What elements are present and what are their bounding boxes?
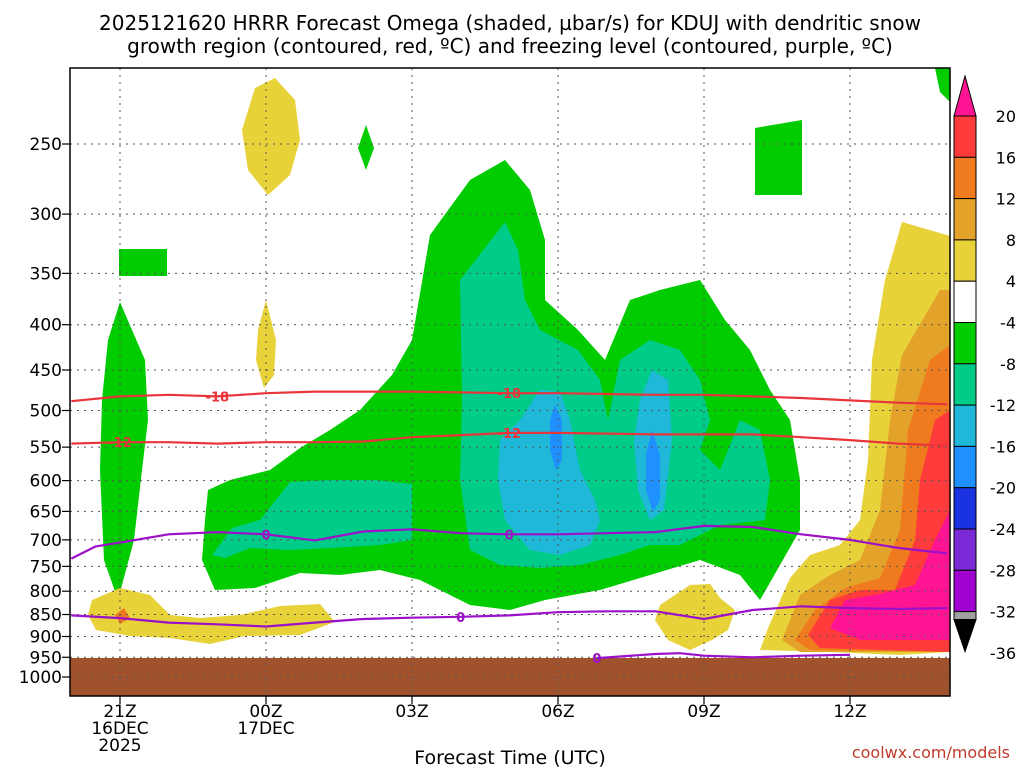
- y-tick-label: 350: [30, 264, 62, 284]
- colorbar-label: -16: [990, 437, 1016, 456]
- omega-fill-yellow-lowleft: [88, 588, 335, 644]
- contour-label: -18: [498, 387, 522, 402]
- contour-label: 0: [456, 611, 465, 626]
- colorbar-bin: [953, 569, 977, 613]
- colorbar-label: -28: [990, 561, 1016, 580]
- colorbar-bin: [953, 445, 977, 489]
- x-axis-title: Forecast Time (UTC): [414, 747, 605, 768]
- x-tick-label: 06Z: [541, 702, 574, 722]
- colorbar-bin: [953, 115, 977, 158]
- y-tick-label: 250: [30, 135, 62, 155]
- colorbar-bin: [953, 404, 977, 447]
- y-tick-label: 600: [30, 472, 62, 492]
- omega-fill-green-box-right: [755, 120, 802, 195]
- y-axis: 2503003504004505005506006507007508008509…: [19, 135, 70, 688]
- colorbar-bin: [953, 487, 977, 530]
- omega-fill-green-left: [100, 302, 148, 600]
- x-tick-label: 21Z: [103, 702, 136, 722]
- y-tick-label: 950: [30, 648, 62, 668]
- chart-title-line-2: growth region (contoured, red, ºC) and f…: [127, 34, 893, 58]
- omega-fill-green-corner: [935, 68, 950, 102]
- freezing-level-contour-upper: [70, 524, 948, 560]
- y-tick-label: 650: [30, 502, 62, 522]
- colorbar-label: 8: [1006, 231, 1016, 250]
- y-tick-label: 450: [30, 361, 62, 381]
- contour-label: -12: [108, 436, 132, 451]
- contours: -18 -18 -12 -12 0 0 0 0: [70, 387, 948, 667]
- ground-fill: [70, 658, 950, 696]
- colorbar-bin: [953, 198, 977, 241]
- colorbar-bin: [953, 156, 977, 200]
- omega-fill-blue-a: [550, 405, 562, 470]
- x-tick-label: 12Z: [833, 702, 866, 722]
- colorbar-top-arrow: [953, 74, 977, 117]
- chart-title-line-1: 2025121620 HRRR Forecast Omega (shaded, …: [99, 11, 921, 35]
- colorbar-bin: [953, 611, 977, 621]
- colorbar-label: 12: [996, 190, 1016, 209]
- colorbar-label: -32: [990, 603, 1016, 622]
- x-tick-label: 17DEC: [237, 719, 294, 739]
- x-tick-label: 00Z: [249, 702, 282, 722]
- plot-frame: [69, 67, 951, 697]
- freezing-level-contour-lower: [71, 605, 948, 628]
- omega-fill-green-box-left: [119, 249, 167, 276]
- y-tick-label: 550: [30, 438, 62, 458]
- credit-text: coolwx.com/models: [852, 743, 1010, 762]
- omega-fill-yellow-top: [242, 78, 300, 195]
- colorbar-bin: [953, 280, 977, 324]
- omega-fill-green-diamond: [358, 125, 374, 170]
- colorbar-label: -8: [1000, 355, 1016, 374]
- y-tick-label: 800: [30, 582, 62, 602]
- x-tick-label: 09Z: [687, 702, 720, 722]
- y-tick-label: 750: [30, 557, 62, 577]
- omega-fill-blue-b: [646, 430, 660, 512]
- colorbar-label: 20: [996, 107, 1016, 126]
- dendritic-contour-minus12: [71, 431, 948, 447]
- contour-label: -18: [206, 390, 230, 405]
- y-tick-label: 700: [30, 531, 62, 551]
- y-tick-label: 850: [30, 606, 62, 626]
- contour-label: -12: [498, 427, 522, 442]
- colorbar-label: -4: [1000, 314, 1016, 333]
- colorbar: 20 16 12 8 4 -4 -8 -12 -16 -20 -24 -28 -32 -36: [953, 74, 1016, 663]
- colorbar-bin: [953, 239, 977, 282]
- omega-shading: [70, 68, 950, 696]
- freezing-level-contour-surface: [596, 652, 851, 660]
- y-tick-label: 900: [30, 627, 62, 647]
- dendritic-contour-minus18: [71, 390, 948, 406]
- x-tick-label: 03Z: [395, 702, 428, 722]
- x-tick-label: 16DEC: [91, 719, 148, 739]
- colorbar-label: 4: [1006, 272, 1016, 291]
- contour-label: 0: [261, 528, 270, 543]
- contour-label: 0: [592, 652, 601, 667]
- colorbar-label: -36: [990, 644, 1016, 663]
- colorbar-bottom-arrow: [953, 619, 977, 654]
- colorbar-bin: [953, 322, 977, 365]
- omega-fill-teal-left: [212, 480, 412, 558]
- colorbar-label: -24: [990, 520, 1016, 539]
- colorbar-bin: [953, 528, 977, 571]
- x-tick-label: 2025: [98, 736, 141, 756]
- colorbar-label: -12: [990, 396, 1016, 415]
- y-tick-label: 500: [30, 402, 62, 422]
- colorbar-label: 16: [996, 148, 1016, 167]
- omega-fill-orange-dot: [115, 608, 130, 624]
- y-tick-label: 400: [30, 316, 62, 336]
- y-tick-label: 1000: [19, 668, 62, 688]
- omega-fill-cyan-main: [498, 390, 600, 555]
- omega-fill-yellow-mid: [256, 300, 276, 388]
- contour-label: 0: [505, 528, 514, 543]
- colorbar-label: -20: [990, 479, 1016, 498]
- colorbar-bin: [953, 363, 977, 406]
- y-tick-label: 300: [30, 205, 62, 225]
